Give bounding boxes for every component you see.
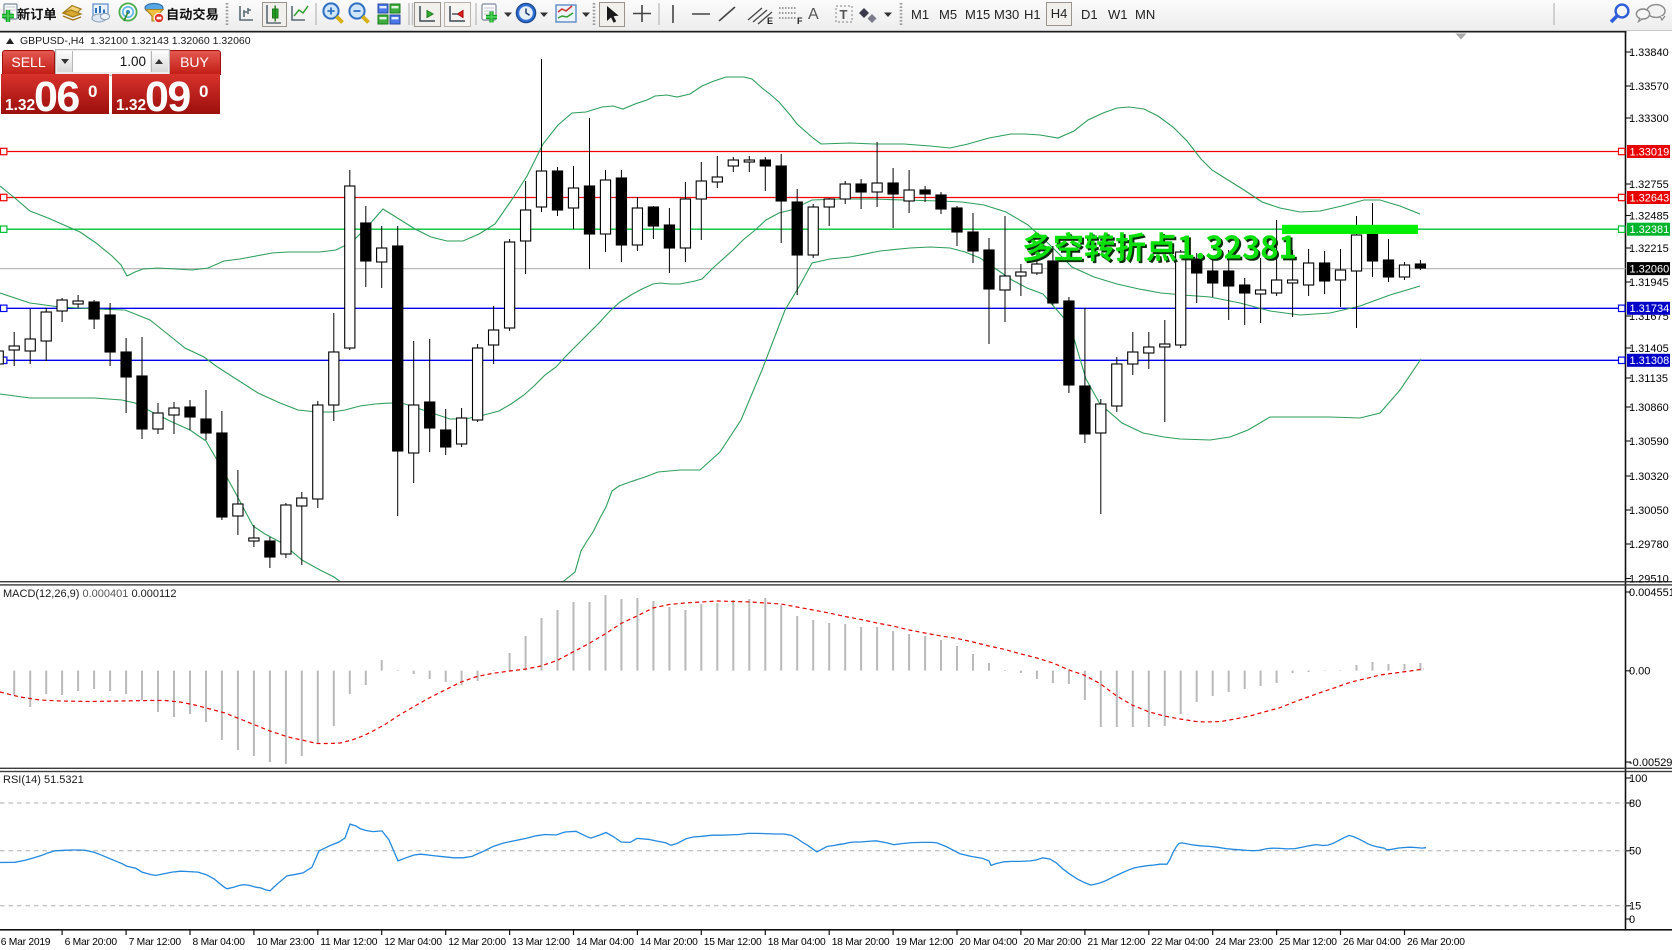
svg-text:20 Mar 04:00: 20 Mar 04:00 — [960, 937, 1018, 948]
svg-text:19 Mar 12:00: 19 Mar 12:00 — [896, 937, 954, 948]
svg-text:1.32485: 1.32485 — [1629, 210, 1669, 222]
svg-text:1.33840: 1.33840 — [1629, 47, 1669, 59]
svg-text:7 Mar 12:00: 7 Mar 12:00 — [129, 937, 182, 948]
svg-text:80: 80 — [1629, 798, 1641, 810]
svg-text:MACD(12,26,9) 0.000401 0.00011: MACD(12,26,9) 0.000401 0.000112 — [3, 588, 177, 600]
svg-text:1.31405: 1.31405 — [1629, 343, 1669, 355]
svg-text:12 Mar 20:00: 12 Mar 20:00 — [448, 937, 506, 948]
svg-text:26 Mar 04:00: 26 Mar 04:00 — [1343, 937, 1401, 948]
svg-text:1.31734: 1.31734 — [1630, 303, 1670, 315]
svg-text:1.32381: 1.32381 — [1630, 224, 1670, 236]
svg-text:100: 100 — [1629, 773, 1647, 785]
svg-text:T: T — [840, 7, 848, 22]
svg-text:1.30860: 1.30860 — [1629, 402, 1669, 414]
svg-text:1.30050: 1.30050 — [1629, 505, 1669, 517]
svg-text:1.33019: 1.33019 — [1630, 146, 1670, 158]
svg-text:0: 0 — [1629, 914, 1635, 926]
svg-text:18 Mar 20:00: 18 Mar 20:00 — [832, 937, 890, 948]
svg-text:8 Mar 04:00: 8 Mar 04:00 — [193, 937, 246, 948]
svg-text:15 Mar 12:00: 15 Mar 12:00 — [704, 937, 762, 948]
svg-text:1.31135: 1.31135 — [1629, 373, 1668, 385]
svg-text:F: F — [797, 16, 803, 26]
svg-text:6 Mar 2019: 6 Mar 2019 — [1, 937, 51, 948]
svg-text:20 Mar 20:00: 20 Mar 20:00 — [1023, 937, 1081, 948]
svg-text:13 Mar 12:00: 13 Mar 12:00 — [512, 937, 570, 948]
svg-text:1.30590: 1.30590 — [1629, 436, 1669, 448]
svg-text:1.32215: 1.32215 — [1629, 243, 1669, 255]
svg-text:E: E — [767, 16, 773, 26]
svg-text:25 Mar 12:00: 25 Mar 12:00 — [1279, 937, 1337, 948]
svg-text:50: 50 — [1629, 846, 1641, 858]
svg-text:6 Mar 20:00: 6 Mar 20:00 — [65, 937, 118, 948]
svg-text:A: A — [808, 6, 819, 23]
svg-text:0.00: 0.00 — [1629, 666, 1650, 678]
svg-text:14 Mar 04:00: 14 Mar 04:00 — [576, 937, 634, 948]
svg-text:12 Mar 04:00: 12 Mar 04:00 — [384, 937, 442, 948]
svg-text:14 Mar 20:00: 14 Mar 20:00 — [640, 937, 698, 948]
svg-text:1.32755: 1.32755 — [1629, 179, 1669, 191]
svg-text:1.31945: 1.31945 — [1629, 277, 1669, 289]
svg-text:1.30320: 1.30320 — [1629, 471, 1669, 483]
svg-text:22 Mar 04:00: 22 Mar 04:00 — [1151, 937, 1209, 948]
svg-text:-0.005295: -0.005295 — [1629, 757, 1672, 769]
svg-text:1.32643: 1.32643 — [1630, 192, 1670, 204]
svg-text:21 Mar 12:00: 21 Mar 12:00 — [1087, 937, 1145, 948]
svg-text:1.31308: 1.31308 — [1630, 355, 1670, 367]
svg-text:1.29780: 1.29780 — [1629, 539, 1669, 551]
svg-text:1.32060: 1.32060 — [1630, 263, 1670, 275]
svg-text:10 Mar 23:00: 10 Mar 23:00 — [256, 937, 314, 948]
svg-text:26 Mar 20:00: 26 Mar 20:00 — [1407, 937, 1465, 948]
svg-text:1.33300: 1.33300 — [1629, 113, 1669, 125]
svg-text:1.29510: 1.29510 — [1629, 573, 1669, 585]
svg-text:15: 15 — [1629, 901, 1641, 913]
svg-text:18 Mar 04:00: 18 Mar 04:00 — [768, 937, 826, 948]
svg-text:0.004551: 0.004551 — [1629, 587, 1672, 599]
svg-text:RSI(14) 51.5321: RSI(14) 51.5321 — [3, 774, 84, 786]
svg-text:11 Mar 12:00: 11 Mar 12:00 — [320, 937, 377, 948]
svg-text:1.33570: 1.33570 — [1629, 81, 1669, 93]
svg-text:24 Mar 23:00: 24 Mar 23:00 — [1215, 937, 1273, 948]
